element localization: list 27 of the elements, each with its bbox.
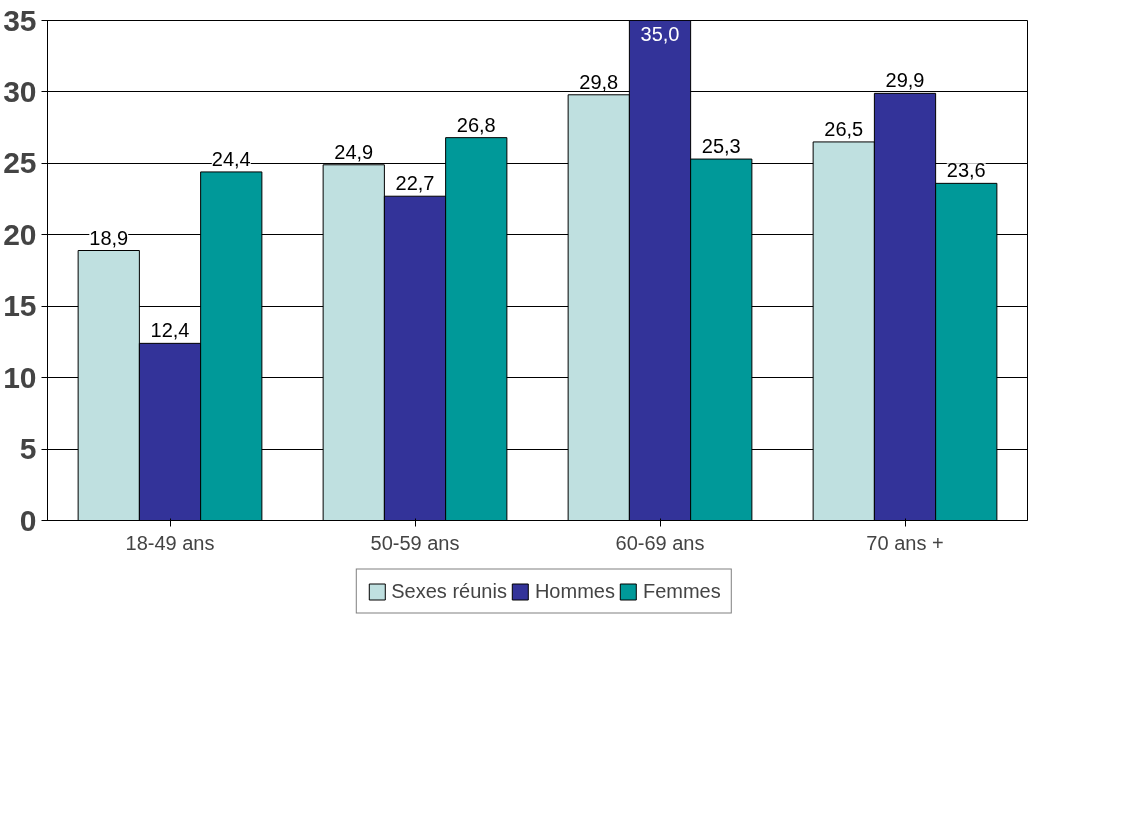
data-label: 12,4 bbox=[150, 319, 190, 342]
data-label: 22,7 bbox=[395, 172, 435, 195]
x-tick-label: 60-69 ans bbox=[615, 531, 705, 554]
data-label: 29,8 bbox=[579, 70, 619, 93]
data-label: 25,3 bbox=[701, 135, 741, 158]
legend-label: Sexes réunis bbox=[391, 579, 507, 603]
y-tick-label: 20 bbox=[3, 217, 37, 251]
y-tick-label: 25 bbox=[3, 146, 37, 180]
y-tick-label: 10 bbox=[3, 360, 37, 394]
data-label: 26,5 bbox=[824, 117, 864, 140]
data-label: 24,9 bbox=[334, 140, 374, 163]
data-label: 29,9 bbox=[885, 69, 925, 92]
data-label: 26,8 bbox=[456, 113, 496, 136]
x-tick-label: 18-49 ans bbox=[125, 531, 215, 554]
data-label: 23,6 bbox=[946, 159, 986, 182]
legend-label: Hommes bbox=[534, 579, 615, 603]
data-label: 18,9 bbox=[89, 226, 129, 249]
y-tick-label: 30 bbox=[3, 74, 37, 108]
y-tick-label: 15 bbox=[3, 289, 37, 323]
x-tick-label: 50-59 ans bbox=[370, 531, 460, 554]
legend-label: Femmes bbox=[642, 579, 721, 603]
y-tick-label: 35 bbox=[3, 3, 37, 37]
data-label: 24,4 bbox=[211, 147, 251, 170]
data-label: 35,0 bbox=[640, 22, 680, 45]
x-tick-label: 70 ans + bbox=[866, 531, 944, 554]
y-tick-label: 0 bbox=[19, 503, 37, 537]
y-tick-label: 5 bbox=[19, 432, 37, 466]
